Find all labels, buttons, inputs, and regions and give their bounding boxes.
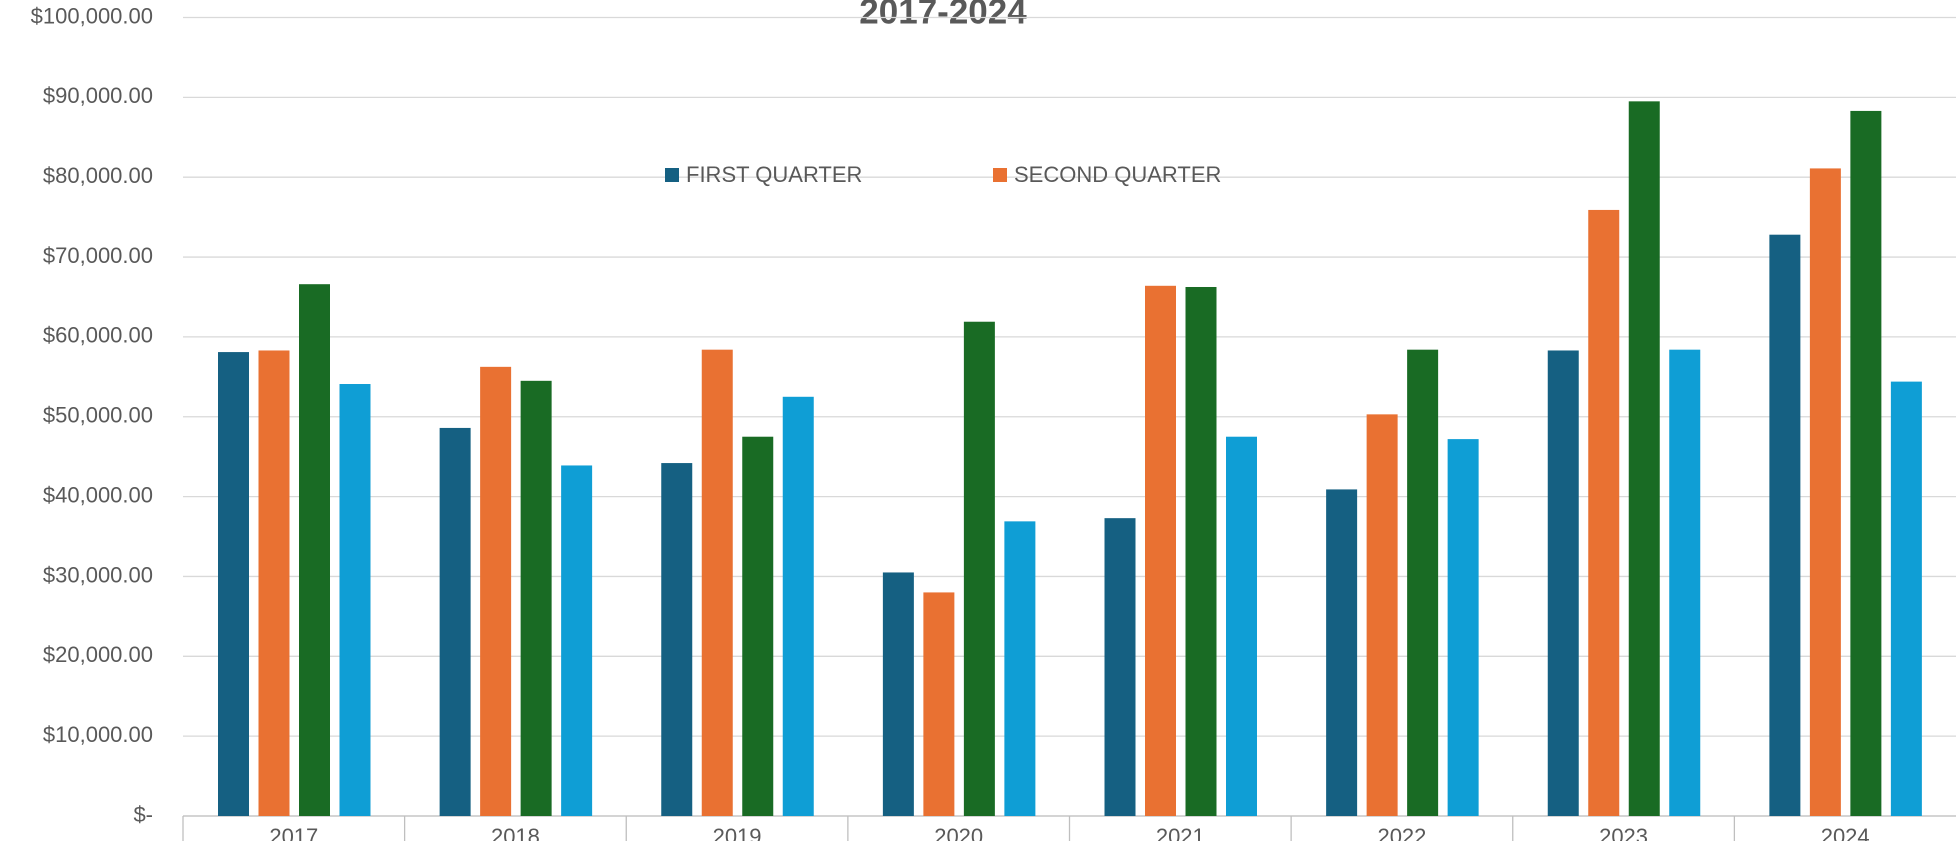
- x-tick-label: 2023: [1599, 824, 1648, 841]
- bar: [339, 384, 371, 816]
- bar: [1145, 285, 1176, 816]
- legend-swatch: [993, 168, 1007, 182]
- y-tick-label: $50,000.00: [43, 403, 153, 428]
- y-tick-label: $60,000.00: [43, 323, 153, 348]
- bar: [1185, 286, 1217, 816]
- bar: [520, 380, 552, 816]
- y-tick-label: $90,000.00: [43, 83, 153, 108]
- legend-swatch: [665, 168, 679, 182]
- bar: [1447, 439, 1479, 816]
- bar: [1366, 414, 1398, 816]
- y-tick-label: $30,000.00: [43, 562, 153, 587]
- bar: [1326, 489, 1358, 816]
- bar: [1769, 234, 1801, 816]
- y-tick-label: $80,000.00: [43, 163, 153, 188]
- y-tick-label: $-: [133, 802, 153, 827]
- chart-title: 2017-2024: [859, 0, 1027, 31]
- legend-label: FIRST QUARTER: [686, 162, 862, 187]
- bar: [480, 366, 512, 816]
- y-tick-label: $40,000.00: [43, 482, 153, 507]
- bar: [1407, 349, 1439, 816]
- x-tick-label: 2022: [1377, 824, 1426, 841]
- x-tick-label: 2020: [934, 824, 983, 841]
- bar: [1850, 110, 1882, 816]
- bar: [661, 463, 693, 816]
- y-tick-label: $10,000.00: [43, 722, 153, 747]
- bar: [1004, 521, 1036, 816]
- bar: [1547, 350, 1579, 816]
- x-tick-label: 2024: [1821, 824, 1870, 841]
- bar: [1669, 349, 1701, 816]
- x-tick-label: 2019: [713, 824, 762, 841]
- bar: [923, 592, 955, 816]
- bar: [963, 321, 995, 816]
- bar: [439, 427, 471, 816]
- bar: [882, 572, 914, 816]
- bar: [1809, 168, 1841, 816]
- x-tick-label: 2018: [491, 824, 540, 841]
- legend-label: SECOND QUARTER: [1014, 162, 1221, 187]
- y-tick-label: $20,000.00: [43, 642, 153, 667]
- x-tick-label: 2017: [269, 824, 318, 841]
- x-tick-label: 2021: [1156, 824, 1205, 841]
- bar: [782, 396, 814, 816]
- bar: [701, 349, 733, 816]
- bar: [1104, 518, 1136, 816]
- bar: [561, 465, 593, 816]
- y-tick-label: $70,000.00: [43, 243, 153, 268]
- bar: [1588, 209, 1620, 817]
- bar: [742, 436, 774, 816]
- bar: [218, 352, 249, 816]
- y-tick-label: $100,000.00: [31, 3, 153, 28]
- bar: [258, 350, 290, 816]
- bar: [1628, 101, 1660, 816]
- bar: [1890, 381, 1922, 816]
- bar: [299, 284, 330, 817]
- bar: [1226, 436, 1257, 816]
